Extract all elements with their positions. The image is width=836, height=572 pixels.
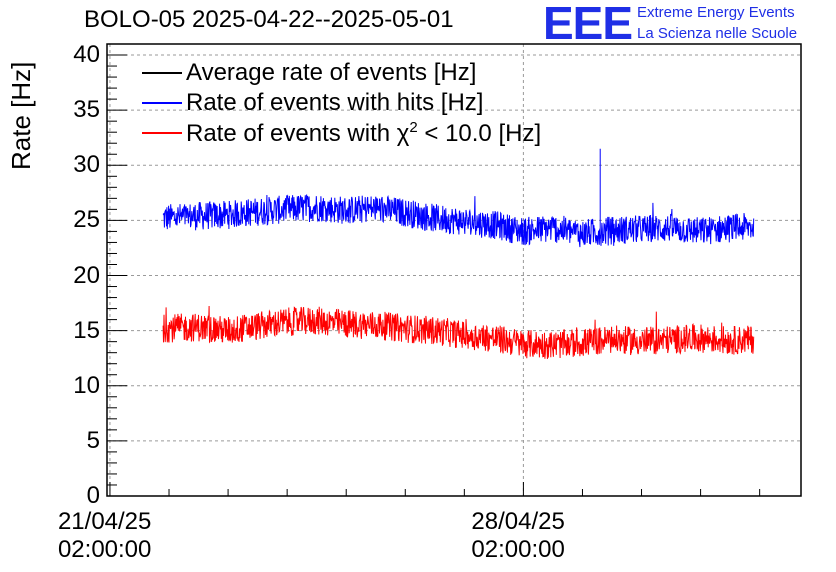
legend-label-average: Average rate of events [Hz] xyxy=(186,59,477,86)
x-tick-date: 28/04/25 xyxy=(471,508,565,535)
y-tick-label: 25 xyxy=(73,206,100,234)
eee-logo: EEE xyxy=(543,0,633,49)
series-line-chi2 xyxy=(162,305,755,360)
legend-swatch-hits xyxy=(142,102,182,104)
legend-chi2-prefix: Rate of events with χ xyxy=(186,120,410,147)
y-axis-label: Rate [Hz] xyxy=(6,61,36,170)
y-tick-label: 5 xyxy=(86,426,100,454)
legend-label-hits: Rate of events with hits [Hz] xyxy=(186,89,484,116)
y-tick-label: 30 xyxy=(73,151,100,179)
series-line-hits xyxy=(162,148,755,248)
legend-swatch-average xyxy=(142,72,182,74)
legend-chi2-suffix: < 10.0 [Hz] xyxy=(417,120,542,147)
y-tick-label: 35 xyxy=(73,96,100,124)
y-tick-label: 15 xyxy=(73,316,100,344)
logo-line-1: Extreme Energy Events xyxy=(637,4,795,21)
y-tick-label: 10 xyxy=(73,371,100,399)
legend-label-chi2: Rate of events with χ2 < 10.0 [Hz] xyxy=(186,119,541,148)
legend-swatch-chi2 xyxy=(142,132,182,134)
logo-line-2: La Scienza nelle Scuole xyxy=(637,25,798,42)
y-tick-label: 20 xyxy=(73,261,100,289)
chart-title: BOLO-05 2025-04-22--2025-05-01 xyxy=(84,6,454,33)
x-tick-label: 28/04/25 02:00:00 xyxy=(471,508,564,564)
y-tick-label: 0 xyxy=(86,482,100,509)
plot-frame xyxy=(106,43,802,497)
x-tick-date: 21/04/25 xyxy=(57,508,152,535)
x-tick-label: 21/04/25 02:00:00 xyxy=(58,508,151,564)
x-tick-time: 02:00:00 xyxy=(57,536,152,563)
x-tick-time: 02:00:00 xyxy=(471,536,565,563)
legend-chi2-superscript: 2 xyxy=(409,119,418,136)
y-tick-label: 40 xyxy=(73,41,100,69)
